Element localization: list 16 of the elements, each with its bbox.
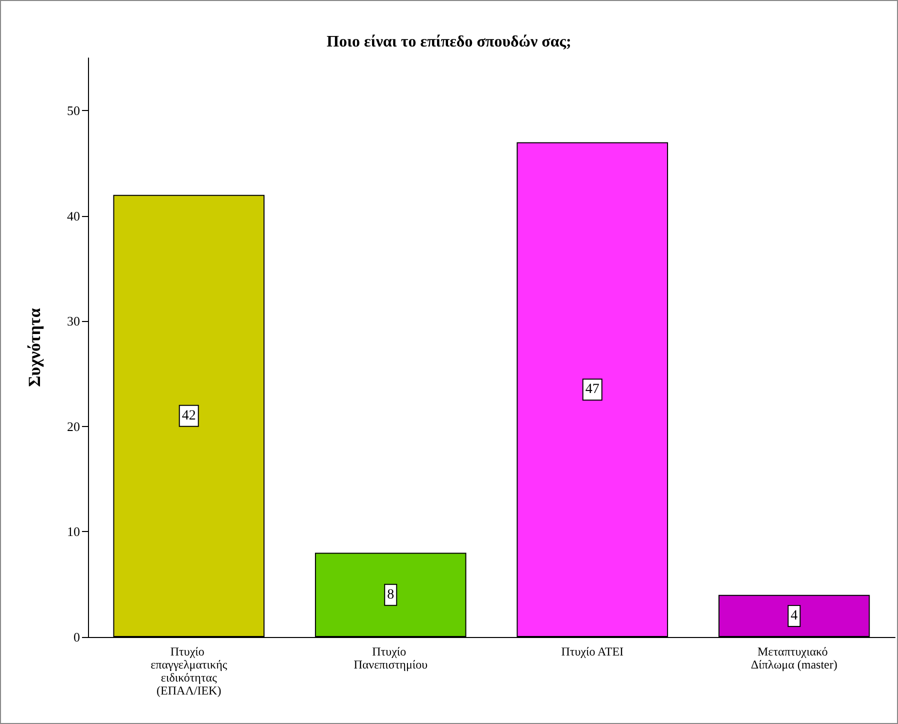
- x-tick-label: Πτυχίο Πανεπιστημίου: [354, 644, 428, 672]
- y-tick-label: 50: [67, 103, 80, 118]
- x-tick-label: Μεταπτυχιακό Δίπλωμα (master): [750, 644, 838, 672]
- y-tick-label: 30: [67, 314, 80, 329]
- x-tick-label: Πτυχίο ΑΤΕΙ: [561, 644, 624, 658]
- y-axis-title: Συχνότητα: [25, 308, 44, 387]
- data-label: 4: [790, 608, 798, 624]
- y-tick-label: 10: [67, 524, 80, 540]
- data-label: 8: [387, 587, 394, 602]
- data-label: 42: [182, 408, 196, 424]
- y-tick-label: 40: [67, 208, 80, 224]
- y-tick-label: 20: [67, 418, 80, 434]
- y-tick-label: 0: [74, 630, 80, 644]
- chart-title: Ποιο είναι το επίπεδο σπουδών σας;: [326, 34, 572, 50]
- data-label: 47: [585, 382, 600, 398]
- x-tick-label: Πτυχίο επαγγελματικής ειδικότητας (ΕΠΑΛ/ΙΕΚ): [150, 644, 228, 698]
